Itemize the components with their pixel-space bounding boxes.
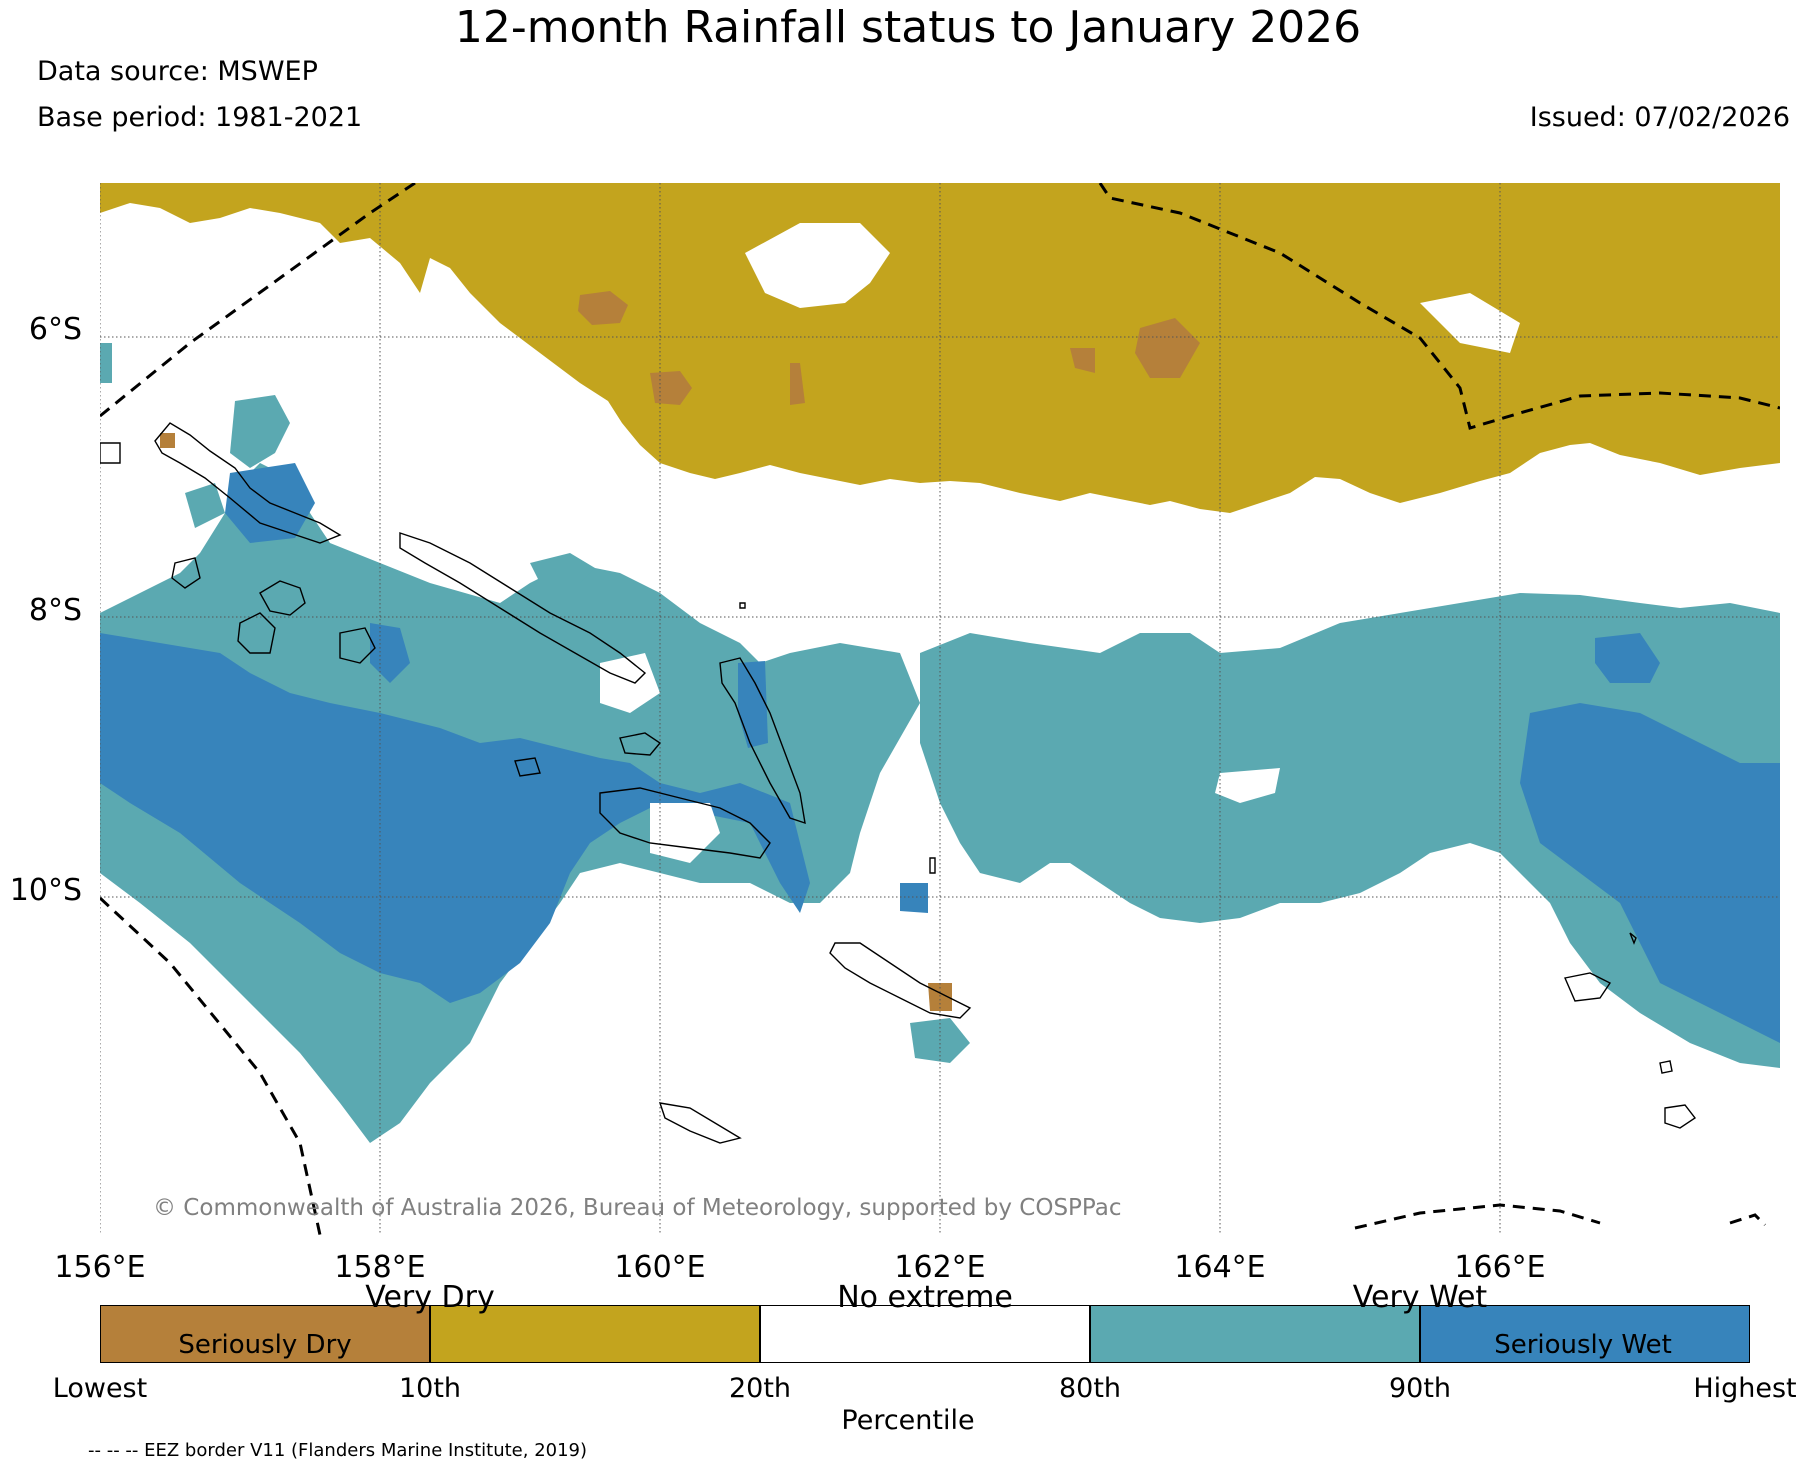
island-rennell — [658, 1102, 742, 1144]
wet-gap-white — [1215, 768, 1280, 803]
lon-label-158e: 158°E — [334, 1250, 426, 1285]
lon-label-156e: 156°E — [54, 1250, 146, 1285]
very-wet-region-small — [100, 343, 112, 383]
island-small — [100, 442, 121, 464]
legend-axis-label: Percentile — [841, 1405, 975, 1436]
dry-gap-white — [100, 233, 330, 383]
seriously-dry-spot — [790, 363, 805, 405]
seriously-wet-region-east — [1595, 633, 1660, 683]
seriously-wet-region-east — [1520, 703, 1780, 1043]
island-guadalcanal — [599, 787, 771, 859]
island-small — [1659, 1060, 1673, 1074]
eez-border — [100, 183, 1780, 1235]
legend-swatch-seriously-wet — [1420, 1305, 1750, 1363]
eez-footnote: -- -- -- EEZ border V11 (Flanders Marine… — [88, 1440, 588, 1461]
coastline — [100, 422, 1697, 1144]
very-wet-region-north — [185, 483, 225, 528]
seriously-wet-region-small — [738, 661, 768, 748]
island-rendova — [237, 612, 276, 654]
seriously-wet-region-small — [900, 883, 928, 913]
dry-gap-white — [745, 223, 890, 308]
lon-label-164e: 164°E — [1174, 1250, 1266, 1285]
seriously-dry-spot — [1135, 318, 1200, 378]
lat-label-8s: 8°S — [28, 593, 82, 628]
rainfall-map — [100, 183, 1780, 1235]
base-period-label: Base period: 1981-2021 — [37, 102, 363, 133]
legend-label-very-wet: Very Wet — [1352, 1280, 1488, 1315]
legend-tick-highest: Highest — [1693, 1373, 1797, 1404]
wet-gap-white — [650, 803, 720, 863]
legend-swatch-very-wet — [1090, 1305, 1420, 1363]
island-ndeni — [1564, 972, 1612, 1002]
legend-tick-20th: 20th — [728, 1373, 792, 1404]
lat-label-10s: 10°S — [9, 873, 82, 908]
legend-tick-lowest: Lowest — [52, 1373, 148, 1404]
map-title: 12-month Rainfall status to January 2026 — [454, 2, 1362, 53]
very-wet-region-north — [230, 395, 290, 468]
copyright-notice: © Commonwealth of Australia 2026, Bureau… — [153, 1195, 1122, 1221]
island-vangunu — [339, 627, 376, 664]
island-kolombangara — [171, 557, 201, 589]
legend-label-no-extreme: No extreme — [837, 1280, 1013, 1315]
legend-swatch-no-extreme — [760, 1305, 1090, 1363]
lat-label-6s: 6°S — [28, 312, 82, 347]
island-small — [929, 857, 936, 874]
graticule — [100, 183, 1780, 1235]
data-source-label: Data source: MSWEP — [37, 56, 318, 87]
island-small — [739, 602, 746, 609]
wet-gap-white — [600, 653, 660, 713]
seriously-dry-spot — [160, 433, 175, 448]
dry-gap-white — [1420, 293, 1520, 353]
island-santa-isabel — [399, 532, 647, 684]
lon-label-162e: 162°E — [894, 1250, 986, 1285]
seriously-dry-spot — [1070, 348, 1095, 373]
legend-tick-90th: 90th — [1388, 1373, 1452, 1404]
legend-swatch-seriously-dry — [100, 1305, 430, 1363]
legend-label-seriously-dry: Seriously Dry — [178, 1330, 352, 1360]
island-choiseul — [154, 422, 342, 544]
lon-label-166e: 166°E — [1454, 1250, 1546, 1285]
legend-tick-80th: 80th — [1058, 1373, 1122, 1404]
lon-label-160e: 160°E — [614, 1250, 706, 1285]
legend-tick-10th: 10th — [398, 1373, 462, 1404]
island-small — [1629, 932, 1637, 945]
legend-label-seriously-wet: Seriously Wet — [1494, 1330, 1672, 1360]
very-wet-region-small — [530, 553, 595, 583]
island-vanikoro — [1664, 1104, 1697, 1129]
issued-date-label: Issued: 07/02/2026 — [1529, 102, 1790, 133]
legend-label-very-dry: Very Dry — [365, 1280, 495, 1315]
island-russell — [514, 757, 541, 777]
seriously-dry-spot — [578, 291, 628, 325]
island-malaita — [719, 657, 806, 825]
legend-swatch-very-dry — [430, 1305, 760, 1363]
island-makira — [829, 942, 972, 1019]
island-nggela — [619, 732, 662, 756]
island-new-georgia — [259, 580, 306, 616]
seriously-wet-region-west — [100, 633, 810, 1003]
